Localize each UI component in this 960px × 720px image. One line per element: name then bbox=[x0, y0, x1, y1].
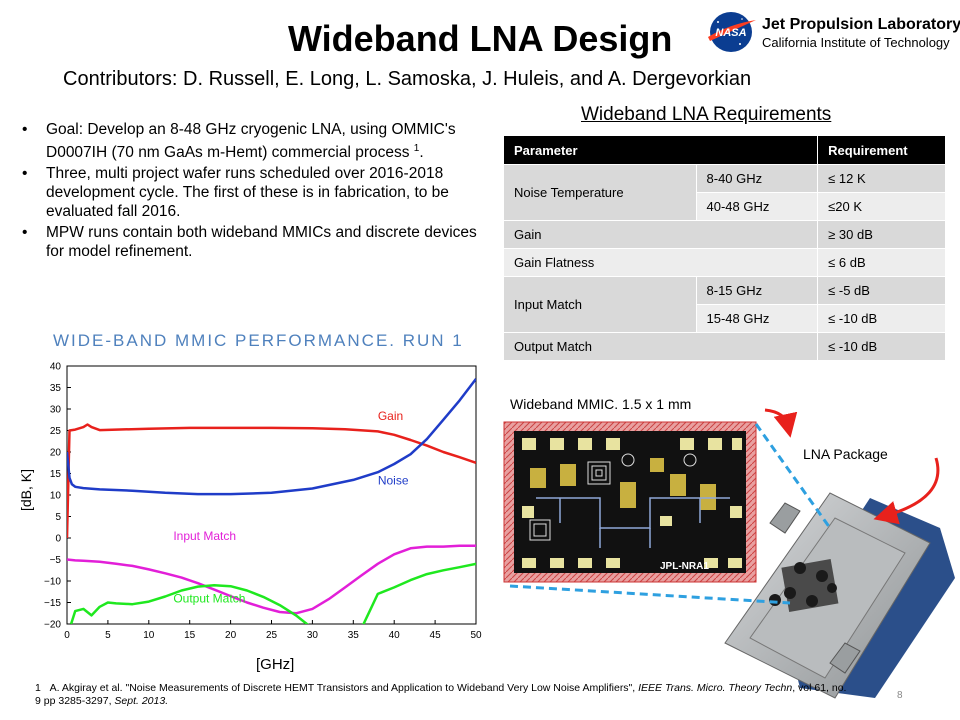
cell-band: 15-48 GHz bbox=[695, 304, 819, 333]
jpl-logo: NASA Jet Propulsion Laboratory Californi… bbox=[704, 10, 960, 54]
table-row: Input Match 8-15 GHz ≤ -5 dB bbox=[503, 276, 946, 333]
y-tick-label: 35 bbox=[50, 383, 62, 394]
cell-output-match: Output Match bbox=[502, 332, 819, 361]
cell-req: ≤20 K bbox=[817, 192, 946, 221]
header-requirement: Requirement bbox=[817, 135, 946, 165]
series-line-output-match bbox=[69, 562, 476, 624]
cell-noise-temp: Noise Temperature bbox=[503, 164, 697, 221]
x-tick-label: 50 bbox=[470, 630, 482, 641]
x-tick-label: 25 bbox=[266, 630, 278, 641]
y-tick-label: −15 bbox=[44, 598, 61, 609]
series-label-output-match: Output Match bbox=[173, 592, 245, 606]
contributors: Contributors: D. Russell, E. Long, L. Sa… bbox=[63, 68, 752, 90]
series-line-gain bbox=[67, 423, 476, 539]
cell-band: 40-48 GHz bbox=[695, 192, 819, 221]
series-label-input-match: Input Match bbox=[173, 529, 236, 543]
cell-req: ≤ -5 dB bbox=[817, 276, 946, 305]
bullet-goal: Goal: Develop an 8-48 GHz cryogenic LNA,… bbox=[18, 120, 490, 162]
bullet-goal-text: Goal: Develop an 8-48 GHz cryogenic LNA,… bbox=[46, 121, 456, 162]
y-tick-label: 30 bbox=[50, 405, 62, 416]
page-number: 8 bbox=[897, 690, 903, 701]
footnote-text: A. Akgiray et al. "Noise Measurements of… bbox=[49, 682, 639, 694]
x-tick-label: 35 bbox=[348, 630, 360, 641]
requirements-table: Parameter Requirement Noise Temperature … bbox=[502, 135, 946, 361]
cell-band: 8-40 GHz bbox=[695, 164, 819, 193]
bullet-mpw-runs: Three, multi project wafer runs schedule… bbox=[18, 164, 490, 221]
table-row: Gain ≥ 30 dB bbox=[502, 220, 946, 249]
y-tick-label: −5 bbox=[50, 555, 62, 566]
cell-req: ≤ -10 dB bbox=[817, 332, 946, 361]
x-tick-label: 15 bbox=[184, 630, 196, 641]
cell-gain-flatness: Gain Flatness bbox=[502, 248, 819, 277]
x-tick-label: 30 bbox=[307, 630, 319, 641]
x-tick-label: 20 bbox=[225, 630, 237, 641]
y-tick-label: 10 bbox=[50, 491, 62, 502]
cell-req: ≥ 30 dB bbox=[817, 220, 946, 249]
x-axis-label: [GHz] bbox=[256, 656, 295, 673]
y-tick-label: 5 bbox=[55, 512, 61, 523]
mmic-label: Wideband MMIC. 1.5 x 1 mm bbox=[510, 396, 692, 412]
x-tick-label: 10 bbox=[143, 630, 155, 641]
cell-band: 8-15 GHz bbox=[695, 276, 819, 305]
goal-bullets: Goal: Develop an 8-48 GHz cryogenic LNA,… bbox=[18, 120, 490, 263]
y-tick-label: −20 bbox=[44, 620, 61, 631]
header-parameter: Parameter bbox=[502, 135, 819, 165]
chart-title: WIDE-BAND MMIC PERFORMANCE. RUN 1 bbox=[53, 331, 464, 350]
mmic-and-package-figure: JPL-NRA1 bbox=[503, 408, 955, 699]
table-row: Output Match ≤ -10 dB bbox=[502, 332, 946, 361]
nasa-meatball-icon: NASA bbox=[708, 12, 756, 52]
jpl-name: Jet Propulsion Laboratory bbox=[762, 16, 960, 33]
bullet-mpw-content: MPW runs contain both wideband MMICs and… bbox=[18, 223, 490, 261]
x-tick-label: 5 bbox=[105, 630, 111, 641]
series-label-noise: Noise bbox=[378, 473, 409, 487]
cell-req: ≤ -10 dB bbox=[817, 304, 946, 333]
y-tick-label: −10 bbox=[44, 577, 61, 588]
requirements-title: Wideband LNA Requirements bbox=[581, 104, 832, 125]
footnote-number: 1 bbox=[35, 682, 41, 694]
cell-input-match: Input Match bbox=[503, 276, 697, 333]
y-tick-label: 20 bbox=[50, 448, 62, 459]
footnote-text-2: , vol 61, no. 9 pp 3285-3297, bbox=[35, 682, 847, 707]
footnote-journal: IEEE Trans. Micro. Theory Techn bbox=[638, 682, 793, 694]
nasa-text: NASA bbox=[715, 27, 746, 39]
table-row: Noise Temperature 8-40 GHz ≤ 12 K bbox=[503, 164, 946, 221]
jpl-subtitle: California Institute of Technology bbox=[762, 35, 950, 50]
lna-package-image bbox=[724, 492, 955, 699]
x-tick-label: 45 bbox=[430, 630, 442, 641]
lna-package-label: LNA Package bbox=[803, 446, 888, 462]
package-arrow-icon bbox=[873, 457, 940, 525]
footnote-date: Sept. 2013. bbox=[114, 695, 169, 707]
table-row: Gain Flatness ≤ 6 dB bbox=[502, 248, 946, 277]
footnote: 1 A. Akgiray et al. "Noise Measurements … bbox=[35, 682, 855, 708]
bullet-goal-suffix: . bbox=[419, 144, 424, 162]
y-tick-label: 25 bbox=[50, 426, 62, 437]
footnote-ref: 1 bbox=[413, 143, 420, 154]
y-tick-label: 15 bbox=[50, 469, 62, 480]
y-axis-label: [dB, K] bbox=[18, 468, 34, 512]
cell-req: ≤ 6 dB bbox=[817, 248, 946, 277]
plot-frame bbox=[66, 365, 477, 625]
mmic-arrow-icon bbox=[764, 408, 798, 438]
chip-marking: JPL-NRA1 bbox=[660, 561, 709, 572]
table-header-row: Parameter Requirement bbox=[502, 135, 946, 165]
x-tick-label: 40 bbox=[389, 630, 401, 641]
page-title: Wideband LNA Design bbox=[288, 18, 673, 59]
x-tick-label: 0 bbox=[64, 630, 70, 641]
cell-gain: Gain bbox=[502, 220, 819, 249]
mmic-chip-image: JPL-NRA1 bbox=[503, 421, 757, 583]
y-tick-label: 0 bbox=[55, 534, 61, 545]
cell-req: ≤ 12 K bbox=[817, 164, 946, 193]
series-label-gain: Gain bbox=[378, 409, 403, 423]
y-tick-label: 40 bbox=[50, 362, 62, 373]
series-line-input-match bbox=[67, 544, 476, 615]
series-line-noise bbox=[67, 378, 476, 496]
